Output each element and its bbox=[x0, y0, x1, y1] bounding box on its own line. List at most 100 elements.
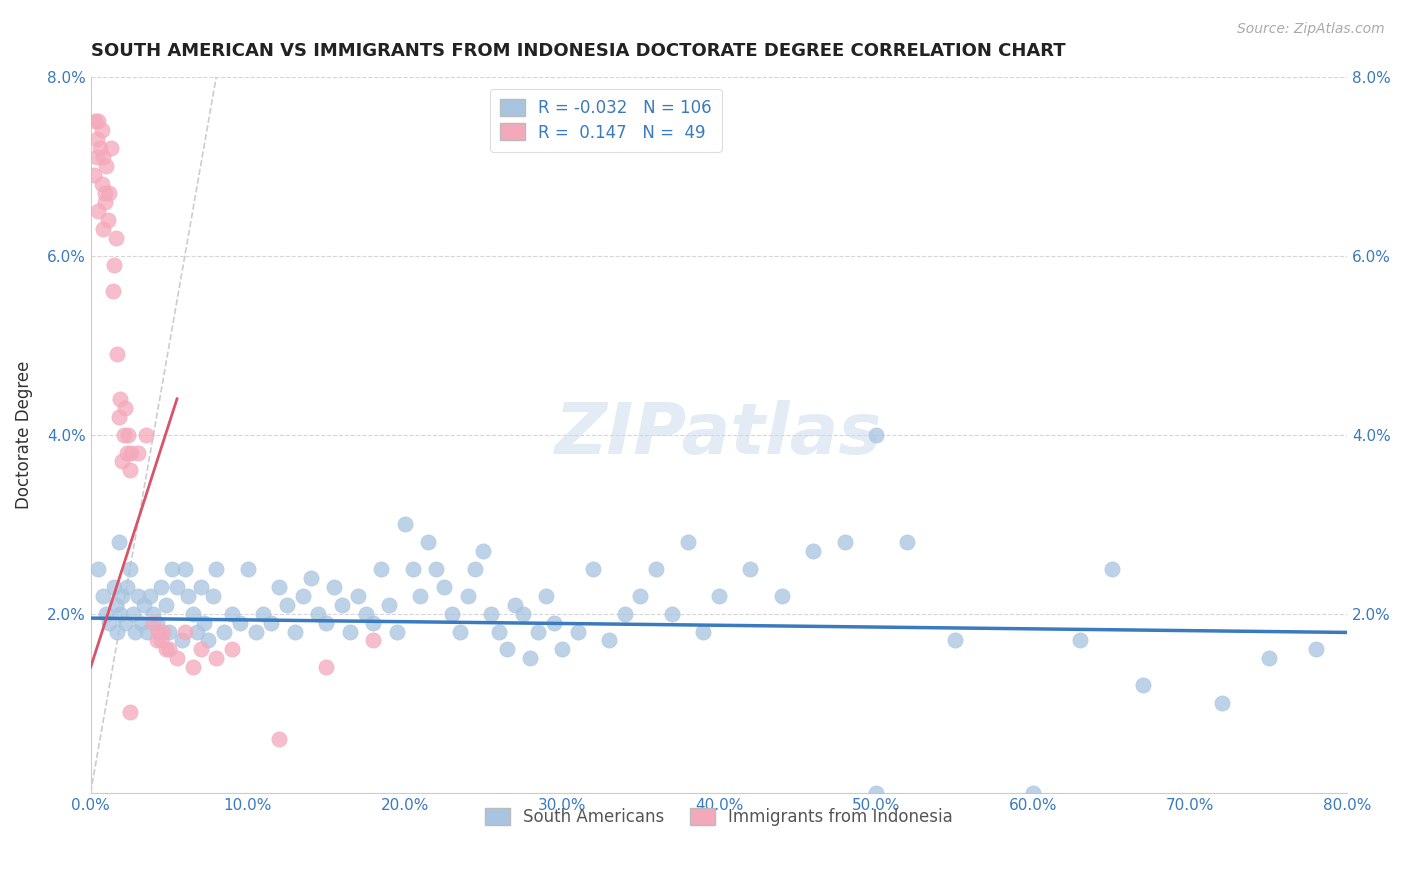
Point bbox=[105, 347, 128, 361]
Point bbox=[100, 141, 122, 155]
Point bbox=[260, 615, 283, 630]
Point bbox=[89, 141, 111, 155]
Point bbox=[1211, 696, 1233, 710]
Point bbox=[104, 598, 127, 612]
Point bbox=[628, 589, 651, 603]
Point bbox=[401, 562, 423, 576]
Point bbox=[114, 615, 136, 630]
Point bbox=[118, 463, 141, 477]
Point bbox=[534, 589, 557, 603]
Point bbox=[464, 562, 486, 576]
Point bbox=[202, 589, 225, 603]
Point bbox=[124, 624, 146, 639]
Point bbox=[121, 445, 143, 459]
Point bbox=[135, 427, 157, 442]
Point bbox=[645, 562, 668, 576]
Point bbox=[96, 159, 118, 173]
Point bbox=[1069, 633, 1091, 648]
Point bbox=[363, 615, 385, 630]
Point bbox=[127, 445, 149, 459]
Legend: South Americans, Immigrants from Indonesia: South Americans, Immigrants from Indones… bbox=[477, 799, 962, 834]
Point bbox=[101, 285, 124, 299]
Point bbox=[488, 624, 510, 639]
Point bbox=[91, 589, 114, 603]
Point bbox=[276, 598, 298, 612]
Point bbox=[114, 401, 136, 415]
Point bbox=[166, 580, 188, 594]
Point bbox=[378, 598, 401, 612]
Point bbox=[157, 642, 180, 657]
Point bbox=[83, 168, 105, 182]
Point bbox=[173, 624, 195, 639]
Point bbox=[221, 642, 243, 657]
Point bbox=[582, 562, 605, 576]
Text: SOUTH AMERICAN VS IMMIGRANTS FROM INDONESIA DOCTORATE DEGREE CORRELATION CHART: SOUTH AMERICAN VS IMMIGRANTS FROM INDONE… bbox=[90, 42, 1066, 60]
Point bbox=[197, 633, 219, 648]
Point bbox=[97, 212, 120, 227]
Point bbox=[801, 544, 824, 558]
Point bbox=[108, 409, 131, 424]
Point bbox=[323, 580, 346, 594]
Point bbox=[155, 598, 177, 612]
Point bbox=[127, 589, 149, 603]
Point bbox=[457, 589, 479, 603]
Point bbox=[1305, 642, 1327, 657]
Point bbox=[346, 589, 368, 603]
Point bbox=[692, 624, 714, 639]
Point bbox=[740, 562, 762, 576]
Point bbox=[173, 562, 195, 576]
Point bbox=[418, 535, 440, 549]
Point bbox=[212, 624, 235, 639]
Point bbox=[150, 633, 173, 648]
Point bbox=[142, 615, 165, 630]
Point bbox=[613, 607, 636, 621]
Point bbox=[86, 150, 108, 164]
Point bbox=[105, 624, 128, 639]
Point bbox=[307, 607, 329, 621]
Point bbox=[245, 624, 267, 639]
Point bbox=[136, 624, 159, 639]
Point bbox=[94, 194, 117, 209]
Point bbox=[676, 535, 699, 549]
Point bbox=[229, 615, 252, 630]
Point bbox=[190, 642, 212, 657]
Point bbox=[205, 651, 228, 665]
Point bbox=[87, 203, 110, 218]
Point bbox=[152, 624, 174, 639]
Point bbox=[146, 624, 169, 639]
Point bbox=[661, 607, 683, 621]
Point bbox=[1101, 562, 1123, 576]
Point bbox=[186, 624, 208, 639]
Point bbox=[299, 571, 322, 585]
Point bbox=[115, 580, 138, 594]
Point bbox=[145, 615, 167, 630]
Text: Source: ZipAtlas.com: Source: ZipAtlas.com bbox=[1237, 22, 1385, 37]
Point bbox=[1132, 678, 1154, 692]
Point bbox=[96, 607, 118, 621]
Point bbox=[315, 660, 337, 674]
Point bbox=[86, 132, 108, 146]
Point bbox=[87, 562, 110, 576]
Point bbox=[291, 589, 314, 603]
Point bbox=[94, 186, 117, 200]
Point bbox=[865, 786, 887, 800]
Point bbox=[90, 177, 112, 191]
Point bbox=[181, 660, 204, 674]
Point bbox=[118, 705, 141, 719]
Point bbox=[551, 642, 574, 657]
Point bbox=[87, 114, 110, 128]
Point bbox=[110, 607, 132, 621]
Point bbox=[236, 562, 259, 576]
Point bbox=[139, 589, 162, 603]
Point bbox=[132, 598, 155, 612]
Point bbox=[394, 517, 416, 532]
Point bbox=[108, 535, 131, 549]
Point bbox=[503, 598, 526, 612]
Point bbox=[252, 607, 274, 621]
Point bbox=[112, 427, 135, 442]
Point bbox=[339, 624, 361, 639]
Point bbox=[449, 624, 471, 639]
Point bbox=[527, 624, 550, 639]
Point bbox=[543, 615, 565, 630]
Point bbox=[111, 589, 134, 603]
